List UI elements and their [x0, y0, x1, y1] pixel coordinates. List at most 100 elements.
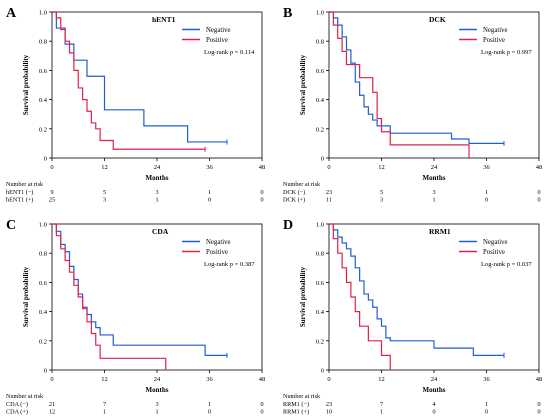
y-tick-label: 1.0 — [316, 222, 324, 229]
risk-count: 0 — [537, 409, 540, 416]
x-axis-label: Months — [423, 174, 446, 182]
x-tick-label: 0 — [50, 376, 53, 383]
y-axis-label: Survival probability — [22, 54, 30, 115]
risk-count: 1 — [485, 189, 488, 196]
risk-count: 1 — [208, 189, 211, 196]
risk-count: 5 — [380, 189, 383, 196]
risk-count: 1 — [380, 409, 383, 416]
risk-count: 12 — [49, 409, 55, 416]
x-tick-label: 12 — [378, 376, 385, 383]
y-tick-label: 1.0 — [316, 10, 324, 17]
y-tick-label: 0.2 — [316, 338, 324, 345]
y-axis-label: Survival probability — [22, 266, 30, 327]
y-tick-label: 0.8 — [39, 251, 47, 258]
panel-label: A — [6, 6, 17, 21]
risk-count: 1 — [155, 197, 158, 204]
y-tick-label: 0.8 — [39, 39, 47, 46]
y-tick-label: 0.4 — [316, 97, 325, 104]
risk-count: 3 — [155, 189, 158, 196]
chart-panel-c: C 0 0.2 0.4 0.6 0.8 1.0 0 12 24 36 48 Months Survival… — [6, 218, 265, 416]
series-line-positive — [329, 11, 470, 158]
legend-label: Positive — [483, 37, 505, 44]
panel-label: B — [283, 6, 292, 21]
y-tick-label: 0.6 — [39, 280, 48, 287]
risk-table-header: Number at risk — [6, 181, 44, 188]
risk-count: 0 — [485, 409, 488, 416]
x-axis-label: Months — [423, 386, 446, 394]
risk-count: 0 — [537, 197, 540, 204]
risk-count: 3 — [155, 401, 158, 408]
y-tick-label: 0.2 — [39, 338, 47, 345]
risk-count: 3 — [103, 197, 106, 204]
panel-label: D — [283, 218, 293, 233]
risk-count: 3 — [432, 189, 435, 196]
risk-row-label: DCK (+) — [283, 197, 305, 204]
y-tick-label: 0 — [321, 368, 324, 375]
log-rank-annotation: Log-rank p = 0.387 — [204, 261, 255, 268]
risk-count: 1 — [432, 197, 435, 204]
x-tick-label: 24 — [154, 164, 161, 171]
x-tick-label: 24 — [431, 164, 438, 171]
y-tick-label: 0.2 — [39, 126, 47, 133]
chart-title: hENT1 — [152, 15, 176, 24]
x-tick-label: 24 — [431, 376, 438, 383]
risk-count: 9 — [50, 189, 53, 196]
risk-count: 10 — [326, 409, 332, 416]
legend-label: Positive — [483, 249, 505, 256]
risk-row-label: DCK (−) — [283, 189, 305, 196]
risk-count: 1 — [208, 401, 211, 408]
y-tick-label: 0.6 — [316, 68, 325, 75]
y-tick-label: 0.6 — [39, 68, 48, 75]
x-tick-label: 24 — [154, 376, 161, 383]
chart-title: CDA — [152, 227, 169, 236]
legend-label: Positive — [206, 37, 228, 44]
y-tick-label: 0.4 — [39, 309, 48, 316]
risk-count: 0 — [260, 197, 263, 204]
risk-count: 0 — [432, 409, 435, 416]
risk-count: 0 — [260, 409, 263, 416]
risk-count: 11 — [326, 197, 332, 204]
risk-count: 4 — [432, 401, 435, 408]
x-tick-label: 0 — [327, 376, 330, 383]
risk-count: 1 — [485, 401, 488, 408]
risk-count: 0 — [208, 197, 211, 204]
y-tick-label: 0.4 — [316, 309, 325, 316]
y-tick-label: 0.4 — [39, 97, 48, 104]
risk-row-label: RRM1 (−) — [283, 401, 309, 408]
x-axis-label: Months — [146, 386, 169, 394]
risk-count: 0 — [208, 409, 211, 416]
risk-count: 1 — [155, 409, 158, 416]
risk-count: 3 — [380, 197, 383, 204]
y-tick-label: 0.8 — [316, 251, 324, 258]
x-tick-label: 48 — [536, 164, 543, 171]
y-axis-label: Survival probability — [299, 54, 307, 115]
risk-table-header: Number at risk — [6, 393, 44, 400]
chart-panel-d: D 0 0.2 0.4 0.6 0.8 1.0 0 12 24 36 48 Months Survival… — [283, 218, 542, 416]
risk-count: 5 — [103, 189, 106, 196]
risk-count: 0 — [260, 401, 263, 408]
y-axis-label: Survival probability — [299, 266, 307, 327]
series-line-negative — [52, 11, 227, 143]
risk-count: 7 — [103, 401, 106, 408]
risk-row-label: hENT1 (+) — [6, 197, 33, 204]
y-tick-label: 1.0 — [39, 10, 47, 17]
x-tick-label: 12 — [101, 376, 108, 383]
x-tick-label: 0 — [50, 164, 53, 171]
legend-label: Positive — [206, 249, 228, 256]
log-rank-annotation: Log-rank p = 0.997 — [481, 49, 532, 56]
y-tick-label: 0.8 — [316, 39, 324, 46]
series-line-negative — [329, 223, 504, 356]
x-tick-label: 48 — [536, 376, 543, 383]
x-tick-label: 48 — [259, 376, 266, 383]
risk-table-header: Number at risk — [283, 181, 321, 188]
risk-row-label: CDA (+) — [6, 409, 28, 416]
risk-count: 1 — [103, 409, 106, 416]
x-tick-label: 0 — [327, 164, 330, 171]
risk-count: 0 — [260, 189, 263, 196]
legend-label: Negative — [206, 27, 231, 34]
legend-label: Negative — [483, 239, 508, 246]
x-tick-label: 36 — [483, 376, 490, 383]
x-tick-label: 12 — [378, 164, 385, 171]
risk-row-label: RRM1 (+) — [283, 409, 309, 416]
